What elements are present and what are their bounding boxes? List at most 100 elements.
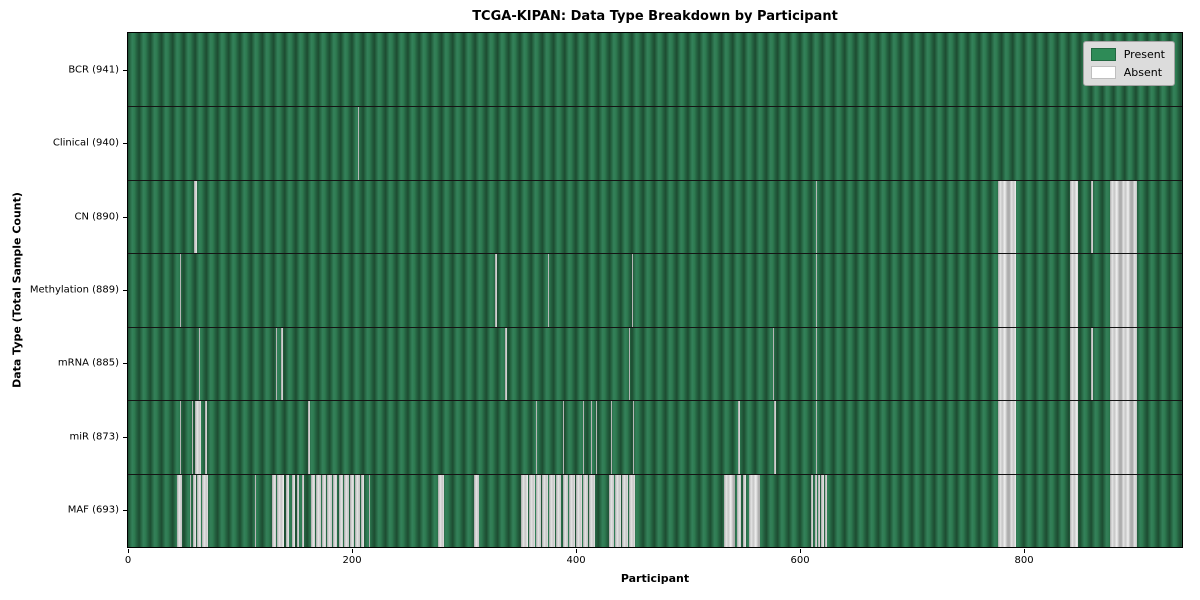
row-band [128,400,1182,474]
absent-stripe [742,473,747,547]
absent-stripe [576,473,582,547]
absent-stripe [1110,253,1138,327]
absent-stripe [316,473,321,547]
absent-stripe [737,473,741,547]
absent-stripe [197,473,201,547]
absent-stripe [998,179,1017,254]
absent-stripe [542,473,549,547]
x-tick-mark [352,549,354,553]
plot-area: Present Absent [127,32,1183,548]
absent-stripe [474,473,479,547]
absent-stripe [633,400,635,474]
x-tick-label: 400 [566,555,586,566]
absent-stripe [569,473,575,547]
absent-stripe [998,400,1017,474]
absent-stripe [355,473,360,547]
absent-stripe [535,473,542,547]
absent-stripe [194,179,198,254]
absent-stripe [615,473,621,547]
absent-stripe [608,473,615,547]
absent-stripe [272,473,276,547]
absent-stripe [628,473,636,547]
absent-stripe [321,473,327,547]
absent-stripe [1069,253,1078,327]
absent-stripe [549,473,555,547]
absent-stripe [738,400,740,474]
absent-stripe [179,253,181,327]
absent-stripe [191,400,194,474]
absent-stripe [815,253,818,327]
absent-stripe [177,473,182,547]
row-band [128,33,1182,107]
present-legend-swatch [1090,48,1116,61]
legend-item: Absent [1090,66,1165,79]
absent-stripe [821,473,824,547]
absent-stripe [297,473,300,547]
row-separator [128,473,1182,475]
row-band [128,179,1182,254]
absent-stripe [1069,473,1078,547]
row-band [128,106,1182,180]
legend: Present Absent [1082,41,1175,86]
absent-stripe [276,473,284,547]
absent-stripe [998,473,1017,547]
x-tick-label: 0 [124,555,132,566]
absent-stripe [205,400,207,474]
absent-stripe [285,473,290,547]
x-tick-mark [576,549,578,553]
absent-stripe [179,400,181,474]
absent-stripe [815,400,818,474]
absent-stripe [1091,179,1093,254]
absent-stripe [589,473,596,547]
absent-stripe [1110,473,1138,547]
absent-stripe [275,326,278,401]
absent-stripe [621,473,628,547]
row-separator [128,179,1182,181]
absent-stripe [610,400,613,474]
absent-stripe [338,473,344,547]
x-tick-mark [128,549,129,553]
chart-title: TCGA-KIPAN: Data Type Breakdown by Parti… [472,9,838,24]
absent-stripe [505,326,507,401]
absent-stripe [344,473,349,547]
absent-stripe [308,400,310,474]
absent-stripe [815,326,818,401]
absent-stripe [521,473,528,547]
row-separator [128,326,1182,328]
absent-stripe [301,473,304,547]
absent-stripe [773,326,775,401]
absent-stripe [998,253,1017,327]
absent-stripe [748,473,760,547]
absent-stripe [582,473,589,547]
x-tick-mark [800,549,802,553]
absent-stripe [189,473,191,547]
absent-stripe [590,400,592,474]
absent-stripe [198,326,200,401]
absent-stripe [495,253,497,327]
legend-label: Present [1123,48,1165,61]
x-tick-label: 200 [342,555,362,566]
absent-legend-swatch [1090,66,1116,79]
absent-stripe [815,179,818,254]
absent-stripe [1110,400,1138,474]
absent-stripe [201,473,208,547]
absent-stripe [824,473,827,547]
absent-stripe [998,326,1017,401]
absent-stripe [192,473,197,547]
x-tick-mark [1024,549,1026,553]
row-band [128,253,1182,327]
y-tick-label: miR (873) [69,431,119,443]
y-tick-label: BCR (941) [68,64,119,76]
absent-stripe [310,473,316,547]
absent-stripe [528,473,535,547]
absent-stripe [1091,326,1093,401]
y-tick-label: MAF (693) [67,504,119,516]
absent-stripe [360,473,365,547]
absent-stripe [596,400,598,474]
absent-stripe [291,473,295,547]
absent-stripe [632,253,634,327]
absent-stripe [811,473,814,547]
absent-stripe [817,473,821,547]
absent-stripe [332,473,338,547]
